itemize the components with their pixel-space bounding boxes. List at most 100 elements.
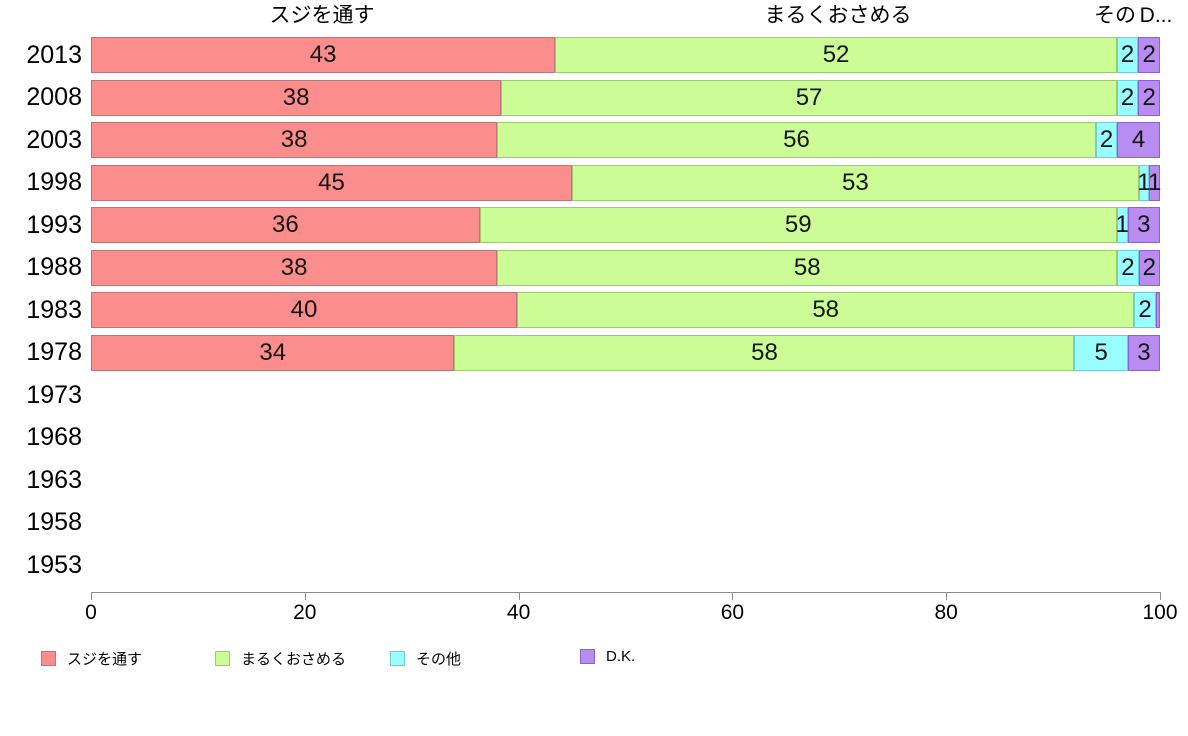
bar-value-label: 3 bbox=[1137, 338, 1151, 366]
bar-segment: 36 bbox=[91, 207, 480, 243]
x-axis-tick bbox=[732, 592, 734, 600]
x-axis-tick-label: 20 bbox=[293, 601, 317, 624]
bar-value-label: 1 bbox=[1147, 168, 1162, 196]
bar-row: 43 52 2 2 bbox=[91, 37, 1160, 73]
bar-segment: 59 bbox=[479, 207, 1117, 243]
column-header: その bbox=[1094, 4, 1136, 27]
bar-value-label: 58 bbox=[793, 253, 821, 281]
bar-segment: 3 bbox=[1127, 334, 1160, 371]
bar-value-label: 38 bbox=[282, 83, 310, 111]
bar-segment: 52 bbox=[555, 37, 1117, 73]
column-header: まるくおさめる bbox=[764, 4, 912, 27]
bar-segment: 38 bbox=[91, 79, 502, 116]
bar-row: 45 53 1 1 bbox=[91, 164, 1162, 201]
bar-row: 38 58 2 2 bbox=[91, 249, 1160, 286]
bar-value-label: 2 bbox=[1099, 126, 1114, 153]
legend-swatch bbox=[580, 649, 595, 664]
bar-value-label: 57 bbox=[795, 83, 823, 111]
bar-value-label: 1 bbox=[1137, 168, 1151, 196]
bar-segment: 34 bbox=[91, 334, 455, 371]
legend-swatch bbox=[41, 651, 56, 666]
bar-segment: 2 bbox=[1138, 37, 1160, 73]
bar-value-label: 36 bbox=[272, 211, 299, 238]
bar-segment: 1 bbox=[1137, 164, 1151, 201]
x-axis-tick-label: 100 bbox=[1142, 601, 1178, 624]
legend-item: D.K. bbox=[580, 648, 635, 665]
bar-segment bbox=[1155, 292, 1160, 328]
bar-row: 34 58 5 3 bbox=[91, 334, 1160, 371]
bar-row: 38 56 2 4 bbox=[91, 122, 1160, 158]
bar-value-label: 4 bbox=[1131, 126, 1146, 153]
x-axis-line bbox=[91, 592, 1161, 593]
bar-value-label: 3 bbox=[1137, 211, 1151, 238]
bar-value-label: 2 bbox=[1142, 83, 1156, 111]
bar-segment: 3 bbox=[1127, 207, 1160, 243]
legend-swatch bbox=[215, 651, 230, 666]
bar-row: 36 59 1 3 bbox=[91, 207, 1160, 243]
y-axis-label: 1983 bbox=[26, 295, 82, 324]
bar-value-label: 2 bbox=[1120, 83, 1135, 111]
bar-segment: 57 bbox=[501, 79, 1117, 116]
legend-label: その他 bbox=[416, 651, 462, 668]
bar-value-label: 52 bbox=[822, 41, 850, 68]
bar-value-label: 59 bbox=[784, 211, 812, 238]
bar-row: 40 58 2 bbox=[91, 292, 1160, 328]
bar-value-label: 53 bbox=[841, 168, 869, 196]
y-axis-label: 2008 bbox=[26, 83, 82, 111]
y-axis-label: 1963 bbox=[26, 465, 82, 494]
y-axis-label: 2013 bbox=[26, 40, 82, 69]
bar-segment: 2 bbox=[1095, 122, 1118, 158]
bar-segment: 58 bbox=[454, 334, 1075, 371]
bar-segment: 40 bbox=[91, 292, 517, 328]
x-axis-tick-label: 0 bbox=[85, 601, 97, 624]
bar-segment: 58 bbox=[516, 292, 1135, 328]
bar-value-label: 2 bbox=[1121, 253, 1135, 281]
legend-label: まるくおさめる bbox=[241, 651, 347, 668]
bar-segment: 1 bbox=[1147, 164, 1162, 201]
bar-row: 38 57 2 2 bbox=[91, 79, 1160, 116]
bar-segment: 2 bbox=[1134, 292, 1156, 328]
column-header: D... bbox=[1139, 4, 1173, 27]
y-axis-label: 1988 bbox=[26, 253, 82, 281]
y-axis-label: 1958 bbox=[26, 508, 82, 536]
y-axis-label: 1968 bbox=[26, 423, 82, 451]
bar-value-label: 58 bbox=[751, 338, 778, 366]
legend-swatch bbox=[390, 651, 405, 666]
bar-segment: 38 bbox=[91, 122, 498, 158]
bar-segment: 38 bbox=[91, 249, 498, 286]
bar-segment: 4 bbox=[1117, 122, 1160, 158]
bar-segment: 1 bbox=[1115, 207, 1129, 243]
x-axis-tick bbox=[91, 592, 92, 600]
y-axis-label: 1953 bbox=[26, 550, 82, 579]
bar-segment: 2 bbox=[1117, 249, 1139, 286]
bar-value-label: 40 bbox=[290, 296, 318, 323]
bar-value-label: 58 bbox=[812, 296, 840, 323]
bar-segment: 58 bbox=[497, 249, 1118, 286]
bar-value-label: 2 bbox=[1120, 41, 1135, 68]
legend-item: その他 bbox=[390, 648, 461, 669]
legend-item: スジを通す bbox=[41, 648, 142, 669]
bar-value-label: 1 bbox=[1115, 211, 1129, 238]
bar-segment: 5 bbox=[1074, 334, 1128, 371]
bar-value-label: 38 bbox=[280, 253, 308, 281]
bar-segment: 56 bbox=[497, 122, 1096, 158]
x-axis-tick-label: 60 bbox=[720, 601, 745, 624]
y-axis-label: 1978 bbox=[26, 338, 82, 366]
bar-value-label: 38 bbox=[280, 126, 308, 153]
x-axis-tick bbox=[946, 592, 948, 600]
y-axis-label: 1973 bbox=[26, 380, 82, 409]
bar-segment: 2 bbox=[1116, 79, 1139, 116]
legend-label: D.K. bbox=[606, 648, 636, 665]
bar-value-label: 2 bbox=[1142, 253, 1156, 281]
bar-value-label: 43 bbox=[309, 41, 337, 68]
bar-segment: 2 bbox=[1116, 37, 1139, 73]
column-header: スジを通す bbox=[269, 4, 375, 27]
bar-value-label: 56 bbox=[783, 126, 810, 153]
bar-value-label: 2 bbox=[1142, 41, 1156, 68]
x-axis-tick bbox=[304, 592, 306, 600]
legend-label: スジを通す bbox=[67, 651, 143, 668]
bar-value-label: 2 bbox=[1138, 296, 1152, 323]
x-axis-tick-label: 40 bbox=[506, 601, 531, 624]
bar-segment: 45 bbox=[91, 164, 573, 201]
